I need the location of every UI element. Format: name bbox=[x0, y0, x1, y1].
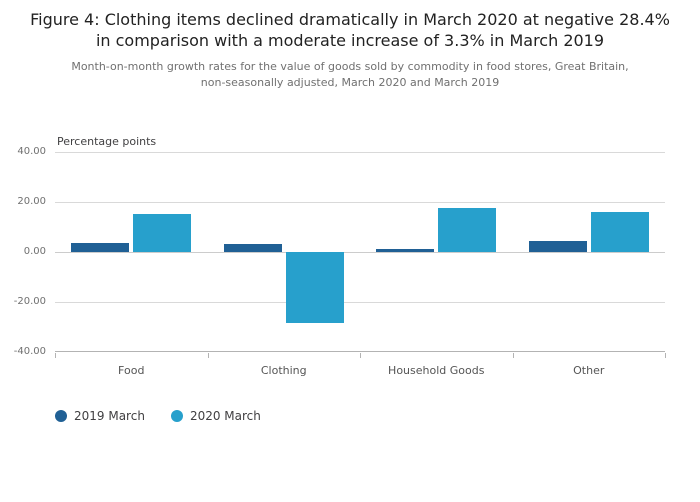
y-tick-label--20: -20.00 bbox=[13, 296, 46, 307]
x-axis-label-clothing: Clothing bbox=[260, 364, 307, 377]
bar-household-goods-2019-march[interactable] bbox=[376, 249, 435, 252]
y-tick-label-0: 0.00 bbox=[23, 246, 46, 257]
gridline--20 bbox=[55, 302, 665, 303]
bar-household-goods-2020-march[interactable] bbox=[438, 207, 497, 252]
x-axis-tick bbox=[360, 353, 361, 358]
gridline-20 bbox=[55, 202, 665, 203]
legend-item-2020-march[interactable]: 2020 March bbox=[170, 409, 261, 423]
y-tick-label-20: 20.00 bbox=[17, 196, 46, 207]
legend: 2019 March 2020 March bbox=[55, 409, 261, 423]
legend-label-2020: 2020 March bbox=[189, 409, 261, 423]
gridline-40 bbox=[55, 152, 665, 153]
y-tick-label--40: -40.00 bbox=[13, 346, 46, 357]
legend-marker-2019-icon bbox=[55, 410, 67, 422]
plot-area bbox=[55, 152, 665, 352]
bar-other-2020-march[interactable] bbox=[590, 211, 649, 252]
legend-label-2019: 2019 March bbox=[74, 409, 145, 423]
x-axis-tick bbox=[55, 353, 56, 358]
y-axis-title: Percentage points bbox=[57, 135, 157, 148]
chart-title: Figure 4: Clothing items declined dramat… bbox=[30, 10, 670, 51]
bar-food-2019-march[interactable] bbox=[71, 243, 130, 252]
x-axis-label-other: Other bbox=[573, 364, 605, 377]
bar-other-2019-march[interactable] bbox=[528, 241, 587, 252]
legend-marker-2020-icon bbox=[170, 410, 183, 422]
x-axis-tick bbox=[665, 353, 666, 358]
chart-subtitle: Month-on-month growth rates for the valu… bbox=[71, 60, 629, 89]
x-axis-label-food: Food bbox=[118, 364, 145, 377]
x-axis-tick bbox=[512, 353, 514, 358]
x-axis-label-household-goods: Household Goods bbox=[388, 364, 485, 377]
y-axis-tick-labels: 40.00 20.00 0.00 -20.00 -40.00 bbox=[0, 135, 46, 375]
x-axis-tick bbox=[207, 353, 209, 358]
bar-clothing-2020-march[interactable] bbox=[285, 252, 344, 323]
bar-clothing-2019-march[interactable] bbox=[223, 243, 282, 252]
bar-food-2020-march[interactable] bbox=[133, 213, 192, 252]
gridline-0 bbox=[55, 252, 665, 253]
bar-chart: Percentage points 40.00 20.00 0.00 -20.00 -4… bbox=[0, 135, 700, 465]
y-tick-label-40: 40.00 bbox=[17, 146, 46, 157]
legend-item-2019-march[interactable]: 2019 March bbox=[55, 409, 145, 423]
